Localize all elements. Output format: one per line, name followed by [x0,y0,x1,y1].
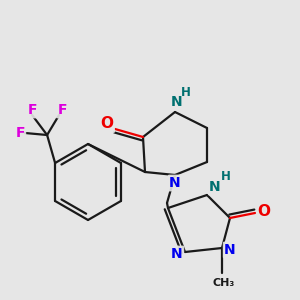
Text: H: H [181,85,191,98]
Text: CH₃: CH₃ [213,278,235,288]
Text: N: N [171,247,183,261]
Text: O: O [257,203,271,218]
Text: N: N [169,176,181,190]
Text: N: N [209,180,221,194]
Text: H: H [221,170,231,184]
Text: F: F [57,103,67,117]
Text: N: N [224,243,236,257]
Text: F: F [27,103,37,117]
Text: F: F [15,126,25,140]
Text: O: O [100,116,113,131]
Text: N: N [171,95,183,109]
